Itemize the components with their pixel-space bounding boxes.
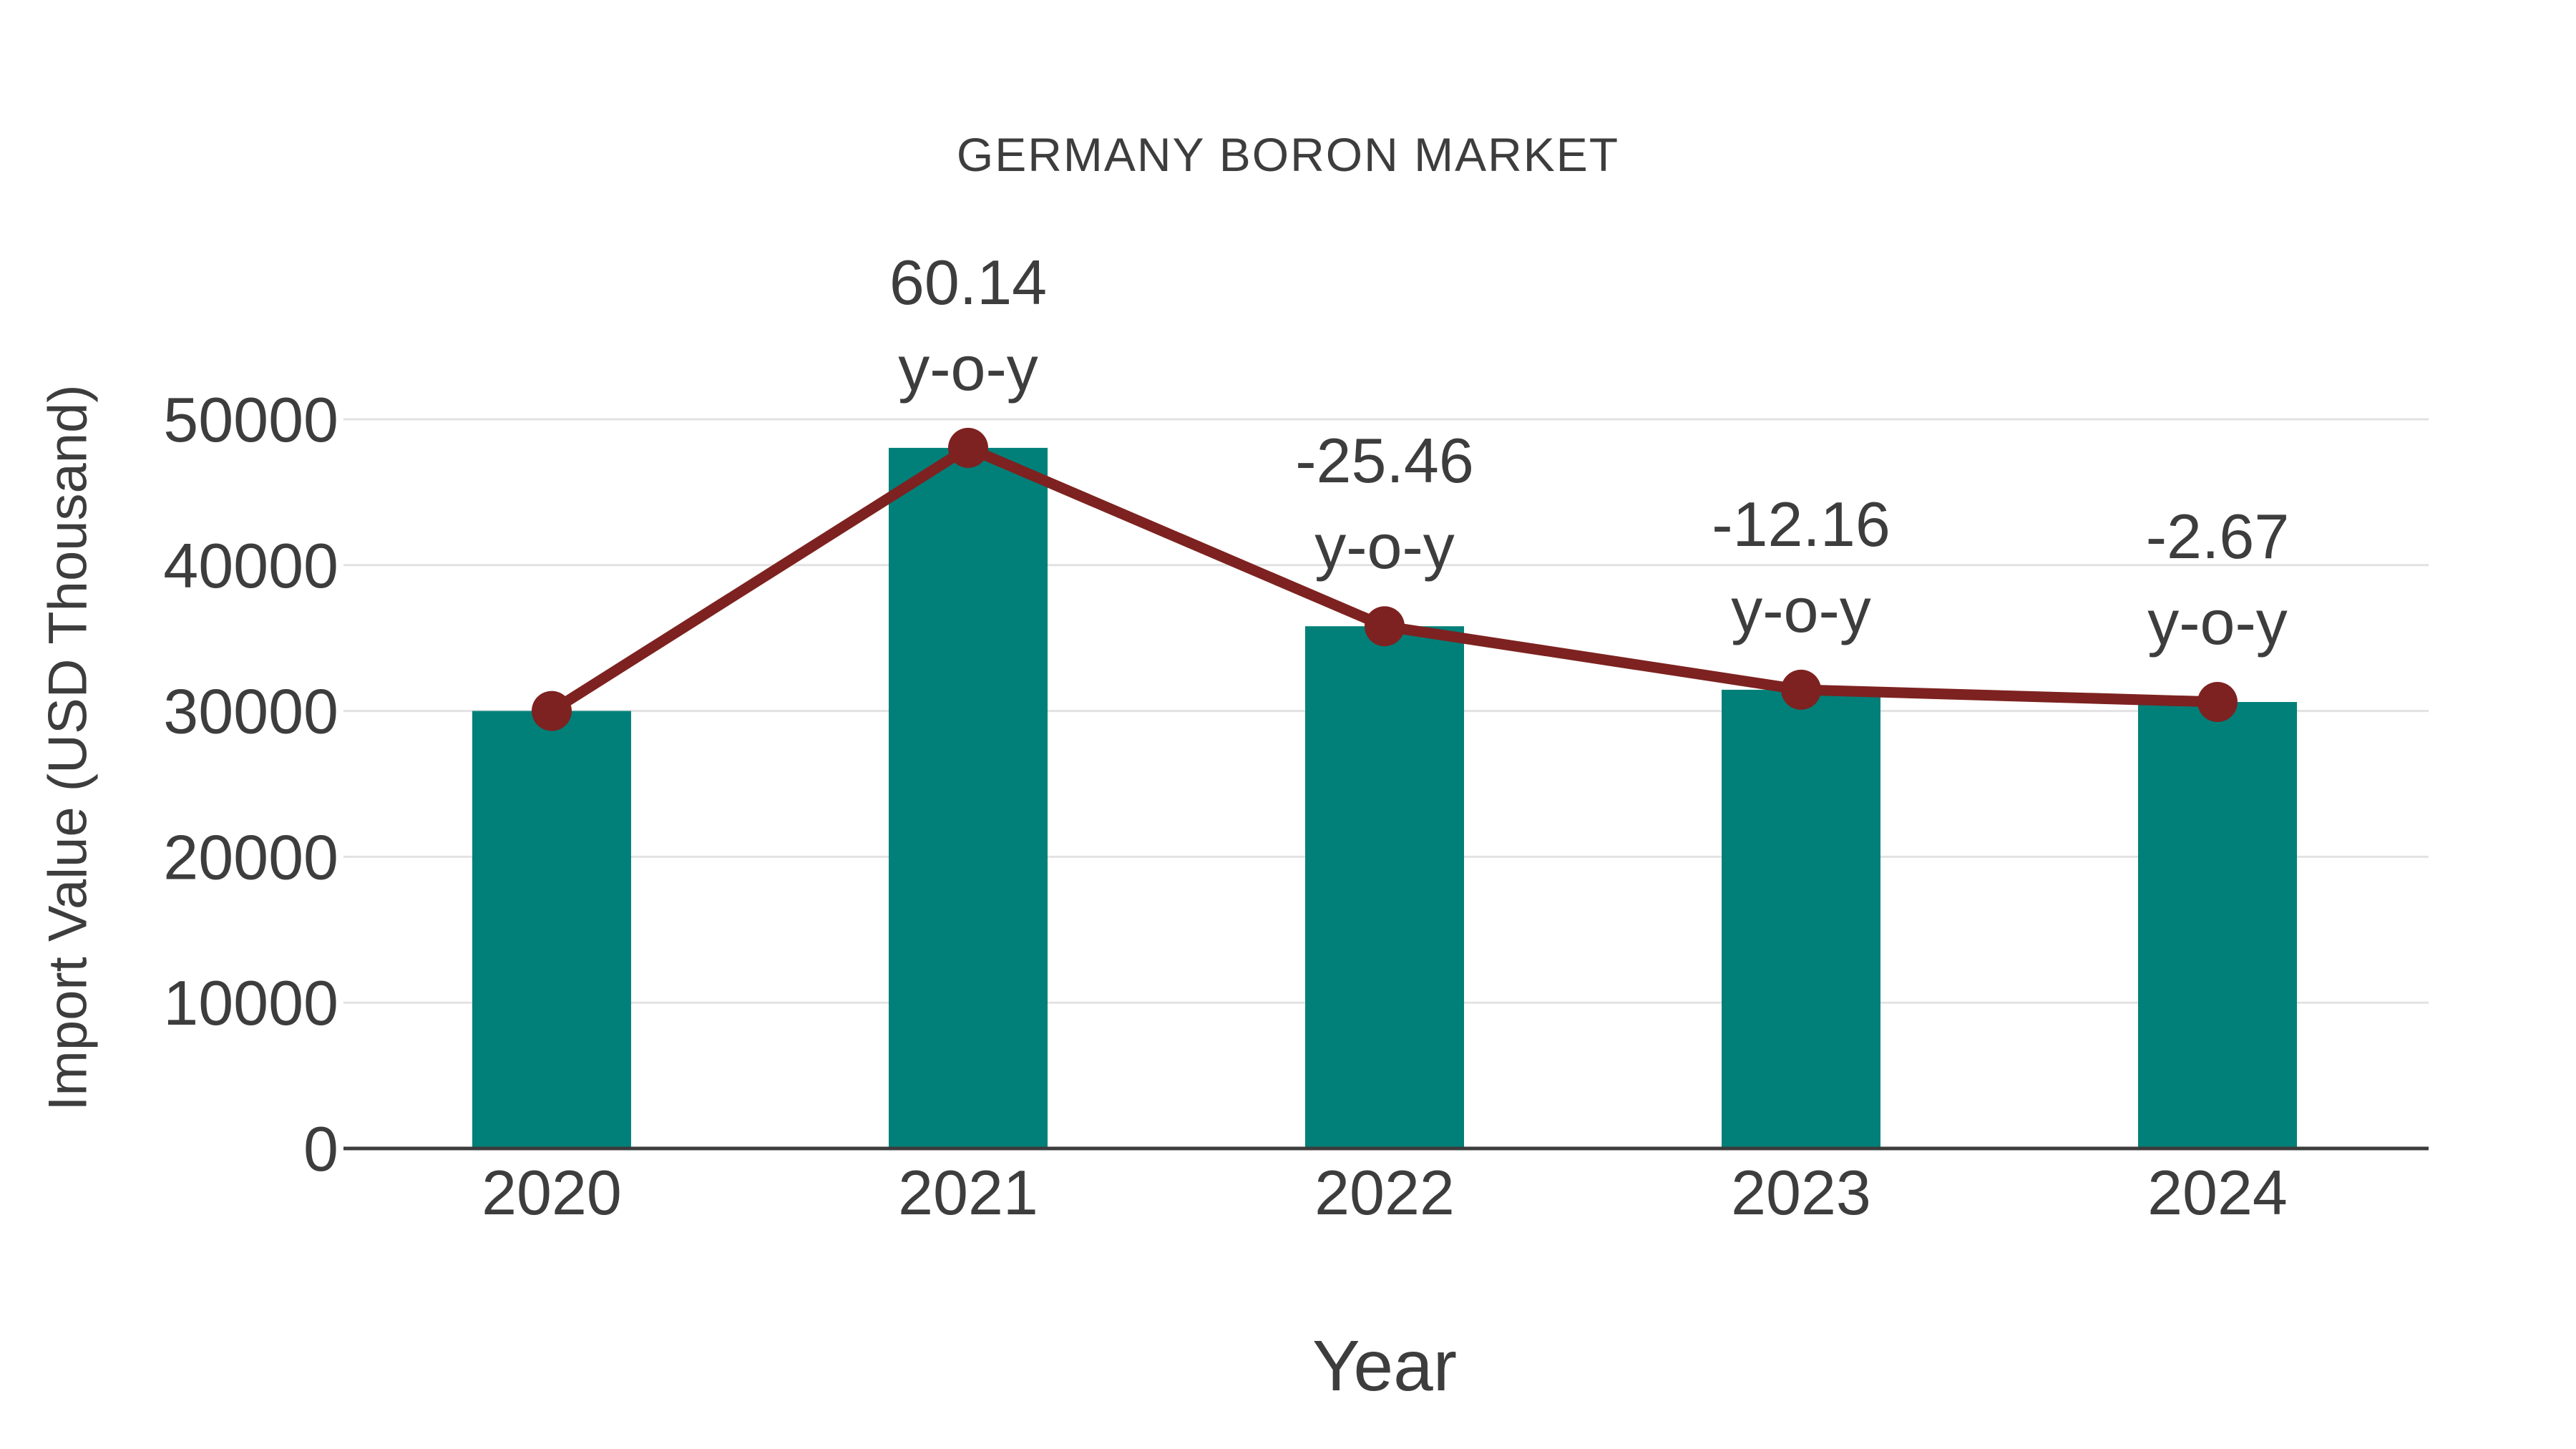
x-tick-label-2022: 2022 — [1314, 1157, 1455, 1228]
bar-2023 — [1722, 689, 1880, 1148]
x-tick-label-2024: 2024 — [2147, 1157, 2288, 1228]
yoy-marker-2024 — [2197, 682, 2238, 723]
y-tick-label-20000: 20000 — [163, 821, 338, 892]
y-tick-label-50000: 50000 — [163, 384, 338, 455]
y-tick-label-40000: 40000 — [163, 530, 338, 601]
yoy-marker-2020 — [532, 691, 572, 731]
yoy-suffix-label-2021: y-o-y — [898, 333, 1038, 404]
y-tick-label-0: 0 — [303, 1113, 338, 1184]
y-axis-title: Import Value (USD Thousand) — [37, 384, 99, 1111]
x-axis-title: Year — [1312, 1326, 1458, 1406]
yoy-value-label-2024: -2.67 — [2146, 501, 2290, 572]
bar-2020 — [472, 711, 631, 1148]
yoy-suffix-label-2023: y-o-y — [1731, 575, 1871, 645]
yoy-value-label-2022: -25.46 — [1295, 425, 1474, 496]
yoy-marker-2021 — [948, 427, 988, 468]
yoy-marker-2023 — [1781, 669, 1821, 710]
chart-title: GERMANY BORON MARKET — [956, 128, 1620, 181]
yoy-marker-2022 — [1365, 606, 1405, 647]
x-tick-label-2021: 2021 — [898, 1157, 1038, 1228]
yoy-value-label-2023: -12.16 — [1712, 489, 1890, 560]
bar-2022 — [1305, 626, 1464, 1148]
y-tick-label-30000: 30000 — [163, 676, 338, 747]
bar-2021 — [889, 447, 1048, 1148]
y-tick-label-10000: 10000 — [163, 967, 338, 1038]
yoy-suffix-label-2022: y-o-y — [1314, 511, 1455, 582]
yoy-value-label-2021: 60.14 — [889, 247, 1047, 318]
x-tick-label-2020: 2020 — [482, 1157, 622, 1228]
yoy-suffix-label-2024: y-o-y — [2147, 587, 2288, 658]
bar-2024 — [2138, 702, 2297, 1148]
x-tick-label-2023: 2023 — [1731, 1157, 1871, 1228]
